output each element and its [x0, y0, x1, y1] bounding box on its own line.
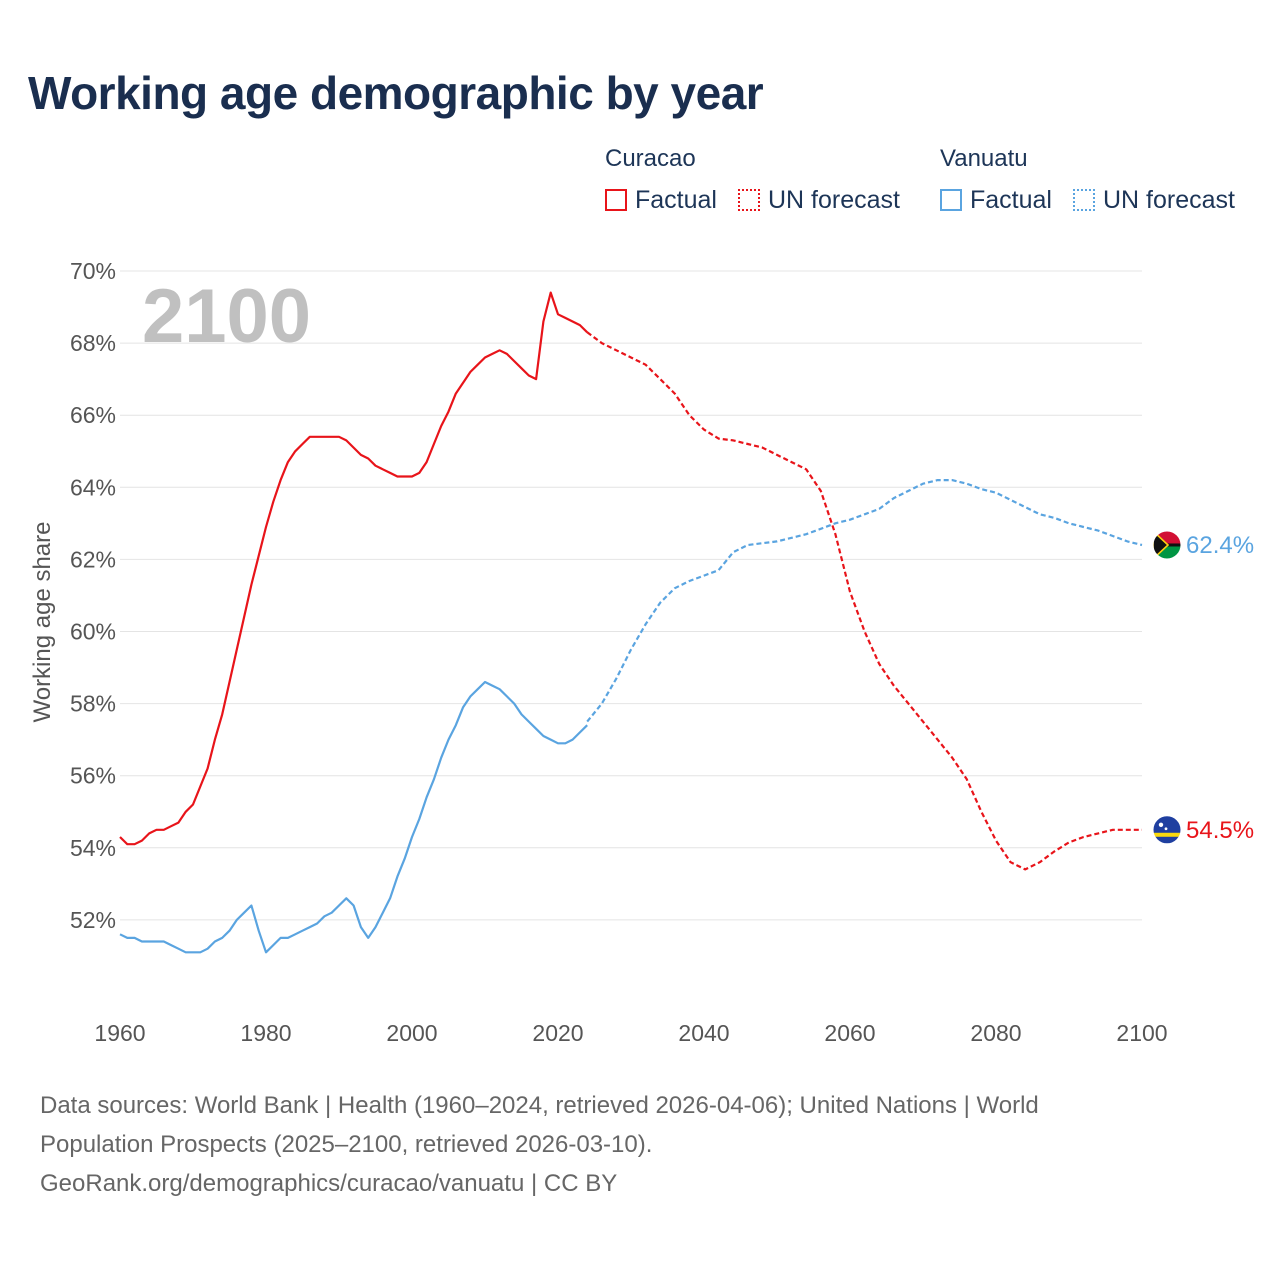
series-lines: [119, 291, 1143, 954]
legend-swatch-curacao-factual: [605, 189, 627, 211]
flag-star: [1164, 827, 1168, 831]
y-tick-label: 68%: [70, 330, 116, 356]
x-tick-label: 2060: [824, 1020, 875, 1046]
curacao-flag-icon: [1152, 815, 1182, 845]
y-tick-label: 60%: [70, 619, 116, 645]
legend-curacao-forecast[interactable]: UN forecast: [738, 185, 900, 215]
legend-curacao-factual[interactable]: Factual: [605, 185, 717, 215]
gridlines: [120, 270, 1142, 921]
x-tick-label: 2000: [386, 1020, 437, 1046]
x-tick-label: 2020: [532, 1020, 583, 1046]
flag-triangle: [1153, 530, 1170, 559]
flag-body: [1153, 530, 1181, 559]
y-tick-label: 56%: [70, 763, 116, 789]
legend-label: Factual: [635, 185, 717, 214]
footer: Data sources: World Bank | Health (1960–…: [40, 1086, 1240, 1203]
year-overlay: 2100: [142, 274, 311, 359]
line-chart: 52% 54% 56% 58% 60% 62% 64% 66% 68% 70% 1960 1980 2…: [29, 258, 1254, 1046]
x-tick-label: 2100: [1116, 1020, 1167, 1046]
y-tick-label: 64%: [70, 474, 116, 500]
y-axis-ticks: 52% 54% 56% 58% 60% 62% 64% 66% 68% 70%: [70, 258, 116, 933]
flag-ring: [1152, 530, 1182, 560]
legend-group-curacao: Curacao: [605, 145, 696, 172]
vanuatu-flag-icon: [1152, 530, 1182, 560]
vanuatu-end-label: 62.4%: [1186, 532, 1254, 559]
flag-field: [1153, 815, 1181, 844]
y-tick-label: 58%: [70, 691, 116, 717]
source-line-1: Data sources: World Bank | Health (1960–…: [40, 1092, 1039, 1119]
legend-label: UN forecast: [768, 185, 900, 214]
flag-stripe: [1153, 832, 1181, 837]
vanuatu-forecast-line: [586, 479, 1143, 723]
chart-title: Working age demographic by year: [28, 67, 764, 119]
end-markers: 54.5% 62.4%: [1152, 530, 1254, 845]
x-tick-label: 1980: [240, 1020, 291, 1046]
y-tick-label: 66%: [70, 402, 116, 428]
y-tick-label: 62%: [70, 546, 116, 572]
legend-label: UN forecast: [1103, 185, 1235, 214]
x-axis-ticks: 1960 1980 2000 2020 2040 2060 2080 2100: [94, 1020, 1167, 1046]
legend-group-vanuatu: Vanuatu: [940, 145, 1028, 172]
x-tick-label: 2080: [970, 1020, 1021, 1046]
curacao-end-label: 54.5%: [1186, 817, 1254, 844]
legend-vanuatu-forecast[interactable]: UN forecast: [1073, 185, 1235, 215]
curacao-factual-line: [119, 291, 588, 846]
y-tick-label: 52%: [70, 907, 116, 933]
x-tick-label: 2040: [678, 1020, 729, 1046]
legend-swatch-vanuatu-factual: [940, 189, 962, 211]
legend-vanuatu-factual[interactable]: Factual: [940, 185, 1052, 215]
flag-body: [1153, 815, 1181, 844]
vanuatu-factual-line: [119, 680, 588, 954]
legend-swatch-curacao-forecast: [738, 189, 760, 211]
y-axis-label: Working age share: [29, 522, 56, 723]
legend-label: Factual: [970, 185, 1052, 214]
y-tick-label: 54%: [70, 835, 116, 861]
x-tick-label: 1960: [94, 1020, 145, 1046]
source-line-2: Population Prospects (2025–2100, retriev…: [40, 1131, 653, 1158]
flag-ring: [1152, 815, 1182, 845]
legend-swatch-vanuatu-forecast: [1073, 189, 1095, 211]
y-tick-label: 70%: [70, 258, 116, 284]
source-link[interactable]: GeoRank.org/demographics/curacao/vanuatu…: [40, 1170, 618, 1197]
flag-star: [1158, 822, 1164, 827]
curacao-forecast-line: [586, 331, 1142, 871]
